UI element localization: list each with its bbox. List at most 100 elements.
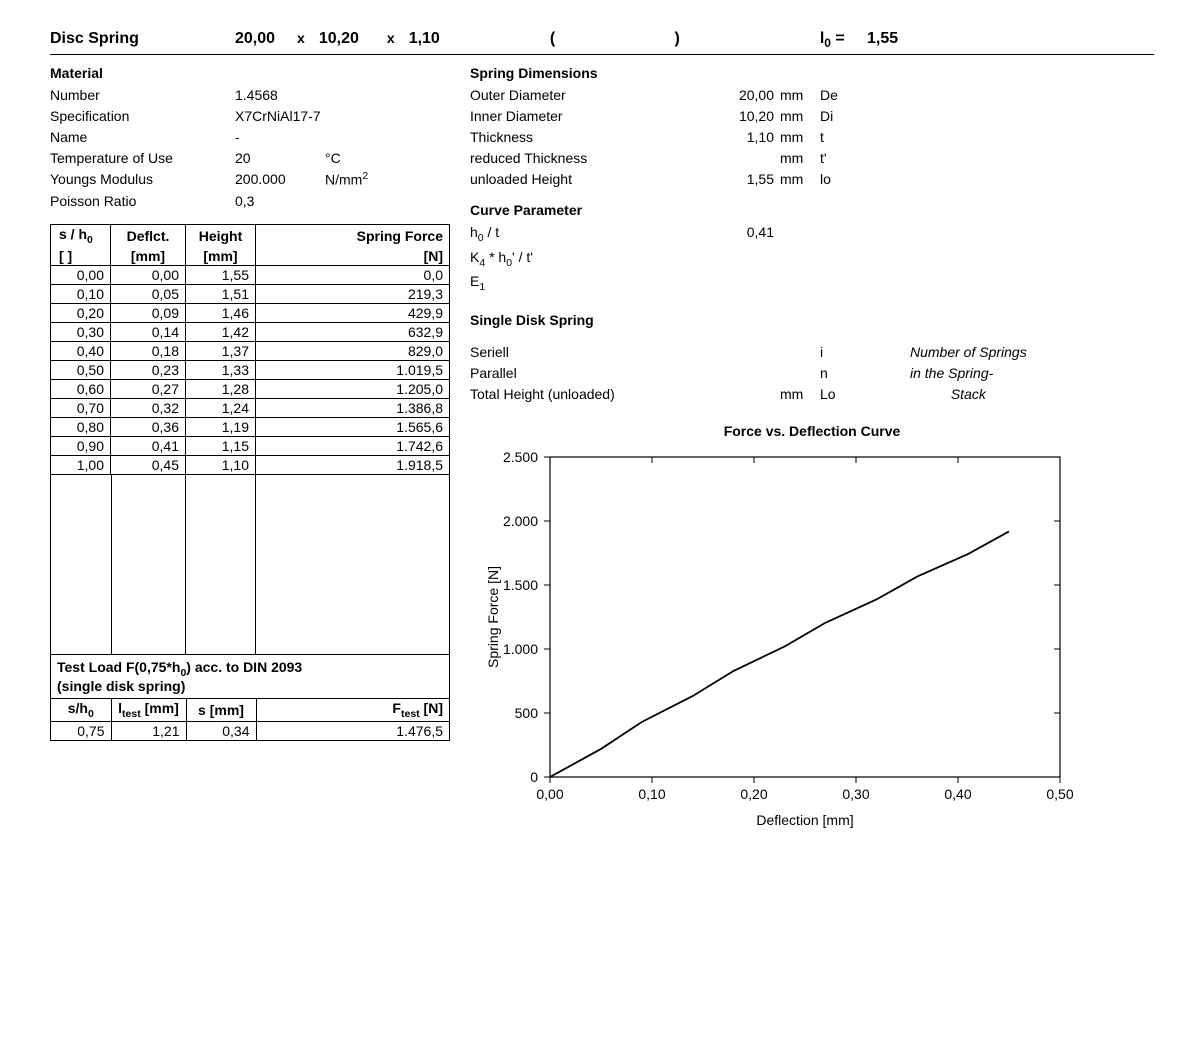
test-table-header: s [mm] (186, 699, 256, 722)
deflection-table: s / h0Deflct.HeightSpring Force [ ][mm][… (50, 224, 450, 475)
header-l0: l0 = 1,55 (820, 30, 898, 50)
curve-param-row: h0 / t0,41 (470, 222, 1154, 247)
material-value: 0,3 (235, 191, 325, 212)
table-cell: 1,00 (51, 455, 111, 474)
curve-param-value (690, 247, 780, 272)
material-row: Temperature of Use20°C (50, 148, 450, 169)
dimension-row: unloaded Height1,55mmlo (470, 169, 1154, 190)
material-unit (325, 85, 365, 106)
table-cell: 0,00 (51, 265, 111, 284)
table-cell: 0,60 (51, 379, 111, 398)
table-header-unit: [mm] (111, 247, 186, 266)
empty-table-block (50, 475, 450, 655)
material-block: Number1.4568SpecificationX7CrNiAl17-7Nam… (50, 85, 450, 212)
curve-param-value: 0,41 (690, 222, 780, 247)
table-cell: 0,36 (111, 417, 186, 436)
table-row: 0,200,091,46429,9 (51, 303, 450, 322)
test-table-header: ltest [mm] (111, 699, 186, 722)
table-cell: 1,46 (186, 303, 256, 322)
table-cell: 1,24 (186, 398, 256, 417)
svg-text:1.500: 1.500 (503, 577, 538, 593)
dimension-symbol: t (820, 127, 880, 148)
force-deflection-chart: 05001.0001.5002.0002.5000,000,100,200,30… (480, 447, 1100, 847)
dimension-symbol: t' (820, 148, 880, 169)
dimension-key: reduced Thickness (470, 148, 690, 169)
paren-open: ( (550, 30, 555, 47)
single-disk-symbol: Lo (820, 384, 880, 405)
header-paren: ( ) (550, 30, 680, 48)
test-table-header: s/h0 (51, 699, 111, 722)
table-header-unit: [ ] (51, 247, 111, 266)
header-x-2: x (387, 30, 395, 46)
table-cell: 1,28 (186, 379, 256, 398)
single-disk-key: Parallel (470, 363, 690, 384)
single-disk-value (690, 363, 780, 384)
material-row: Poisson Ratio0,3 (50, 191, 450, 212)
table-cell: 0,14 (111, 322, 186, 341)
test-table-cell: 0,75 (51, 722, 111, 741)
material-key: Name (50, 127, 235, 148)
table-cell: 0,09 (111, 303, 186, 322)
dimension-value: 20,00 (690, 85, 780, 106)
dimension-unit: mm (780, 85, 820, 106)
table-cell: 1.386,8 (256, 398, 450, 417)
dimension-key: unloaded Height (470, 169, 690, 190)
table-cell: 1,10 (186, 455, 256, 474)
single-disk-row: Paralleln (470, 363, 910, 384)
material-key: Number (50, 85, 235, 106)
table-row: 0,000,001,550,0 (51, 265, 450, 284)
dimension-row: reduced Thickness mmt' (470, 148, 1154, 169)
curve-param-row: K4 * h0' / t' (470, 247, 1154, 272)
table-cell: 1,19 (186, 417, 256, 436)
test-load-subtitle: (single disk spring) (51, 678, 449, 698)
single-disk-symbol: i (820, 342, 880, 363)
dimension-value: 1,10 (690, 127, 780, 148)
table-divider (255, 475, 256, 654)
table-cell: 0,40 (51, 341, 111, 360)
single-disk-unit: mm (780, 384, 820, 405)
table-cell: 0,45 (111, 455, 186, 474)
svg-text:Spring Force [N]: Spring Force [N] (485, 566, 501, 668)
material-value: - (235, 127, 325, 148)
table-cell: 0,10 (51, 284, 111, 303)
table-cell: 829,0 (256, 341, 450, 360)
table-header-unit: [mm] (186, 247, 256, 266)
dimension-unit: mm (780, 169, 820, 190)
table-header: Spring Force (256, 224, 450, 246)
table-cell: 1.205,0 (256, 379, 450, 398)
material-row: Youngs Modulus200.000N/mm2 (50, 169, 450, 191)
material-heading: Material (50, 65, 450, 81)
l0-value: 1,55 (867, 30, 898, 47)
note-line-1: Number of Springs (910, 342, 1027, 363)
dimension-row: Inner Diameter10,20mmDi (470, 106, 1154, 127)
table-header: Deflct. (111, 224, 186, 246)
table-cell: 0,27 (111, 379, 186, 398)
table-cell: 1.742,6 (256, 436, 450, 455)
curve-param-key: K4 * h0' / t' (470, 247, 690, 272)
svg-text:1.000: 1.000 (503, 641, 538, 657)
material-unit: °C (325, 148, 365, 169)
material-value: 1.4568 (235, 85, 325, 106)
single-disk-block: SerielliParallelnTotal Height (unloaded)… (470, 332, 1154, 405)
material-row: Name- (50, 127, 450, 148)
table-cell: 0,50 (51, 360, 111, 379)
table-header-unit: [N] (256, 247, 450, 266)
table-cell: 0,05 (111, 284, 186, 303)
dimensions-block: Outer Diameter20,00mmDeInner Diameter10,… (470, 85, 1154, 190)
chart-title: Force vs. Deflection Curve (470, 423, 1154, 439)
table-cell: 0,30 (51, 322, 111, 341)
table-cell: 0,23 (111, 360, 186, 379)
curve-param-block: h0 / t0,41K4 * h0' / t'E1 (470, 222, 1154, 296)
dimension-unit: mm (780, 148, 820, 169)
table-cell: 1,33 (186, 360, 256, 379)
header-dim-1: 20,00 (235, 30, 275, 48)
svg-text:2.000: 2.000 (503, 513, 538, 529)
table-cell: 0,41 (111, 436, 186, 455)
test-table-cell: 0,34 (186, 722, 256, 741)
svg-text:0: 0 (530, 769, 538, 785)
header-dim-3: 1,10 (409, 30, 440, 48)
header-bar: Disc Spring 20,00 x 10,20 x 1,10 ( ) l0 … (50, 30, 1154, 55)
material-unit (325, 106, 365, 127)
spring-stack-note: Number of Springs in the Spring- Stack (910, 342, 1027, 405)
single-disk-key: Seriell (470, 342, 690, 363)
